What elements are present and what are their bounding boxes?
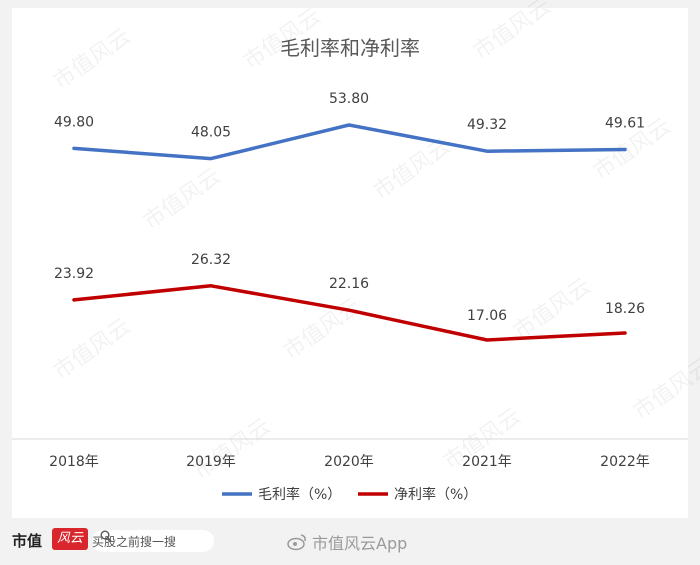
data-label: 17.06: [467, 308, 507, 324]
x-tick-label: 2022年: [600, 454, 650, 470]
watermark-text: 市值风云: [189, 414, 275, 485]
chart-title: 毛利率和净利率: [280, 36, 420, 60]
data-label: 23.92: [54, 266, 94, 282]
brand-logo: 风云: [52, 528, 88, 550]
chart-card: [12, 8, 688, 518]
data-label: 26.32: [191, 252, 231, 268]
weibo-text: 市值风云App: [312, 534, 408, 553]
data-label: 48.05: [191, 125, 231, 141]
x-tick-label: 2020年: [324, 454, 374, 470]
brand-logo-text: 风云: [56, 531, 83, 546]
data-label: 53.80: [329, 91, 369, 107]
series-line-1: [72, 284, 627, 342]
x-tick-label: 2021年: [462, 454, 512, 470]
data-label: 49.80: [54, 114, 94, 130]
x-tick-label: 2018年: [49, 454, 99, 470]
watermark-text: 市值风云: [369, 134, 455, 205]
weibo-icon: [287, 534, 306, 551]
search-icon: [100, 530, 112, 542]
watermark-text: 市值风云: [49, 24, 135, 95]
data-label: 18.26: [605, 301, 645, 317]
data-label: 49.61: [605, 116, 645, 132]
legend-label: 净利率（%）: [394, 486, 477, 503]
watermark-text: 市值风云: [629, 354, 700, 425]
data-label: 22.16: [329, 276, 369, 292]
brand-name: 市值: [12, 532, 43, 550]
watermark-text: 市值风云: [139, 164, 225, 235]
watermark-text: 市值风云: [49, 314, 135, 385]
search-placeholder: 买股之前搜一搜: [92, 534, 177, 549]
weibo-handle: 市值风云App: [286, 530, 407, 554]
series-line-0: [72, 123, 627, 161]
footer-bar: 市值 风云 买股之前搜一搜 市值风云App: [0, 520, 700, 565]
search-bar[interactable]: 买股之前搜一搜: [92, 530, 214, 552]
legend-label: 毛利率（%）: [258, 486, 341, 503]
data-label: 49.32: [467, 117, 507, 133]
x-tick-label: 2019年: [186, 454, 236, 470]
watermark-text: 市值风云: [469, 0, 555, 65]
